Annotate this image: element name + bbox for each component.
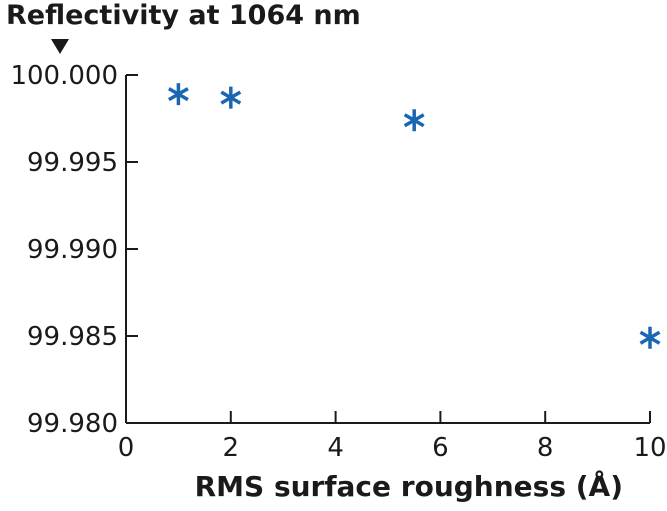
y-tick-label: 99.980 — [27, 409, 118, 439]
data-point-asterisk — [639, 326, 661, 349]
x-tick-label: 8 — [537, 433, 554, 463]
y-tick-label: 100.000 — [10, 61, 118, 91]
y-axis-title: Reflectivity at 1064 nm — [6, 0, 361, 31]
y-tick-label: 99.985 — [27, 322, 118, 352]
x-tick-label: 4 — [327, 433, 344, 463]
data-point-asterisk — [220, 86, 242, 109]
x-ticks: 0 2 4 6 8 10 — [118, 411, 667, 463]
x-tick-label: 2 — [223, 433, 240, 463]
y-axis-arrow-icon — [51, 39, 69, 54]
x-tick-label: 6 — [432, 433, 449, 463]
y-ticks: 99.980 99.985 99.990 99.995 100.000 — [10, 61, 138, 439]
y-tick-label: 99.990 — [27, 235, 118, 265]
x-axis-title: RMS surface roughness (Å) — [194, 470, 623, 503]
data-point-asterisk — [403, 109, 425, 132]
y-tick-label: 99.995 — [27, 148, 118, 178]
x-tick-label: 0 — [118, 433, 135, 463]
data-points — [167, 83, 661, 349]
x-tick-label: 10 — [633, 433, 666, 463]
data-point-asterisk — [167, 83, 189, 106]
